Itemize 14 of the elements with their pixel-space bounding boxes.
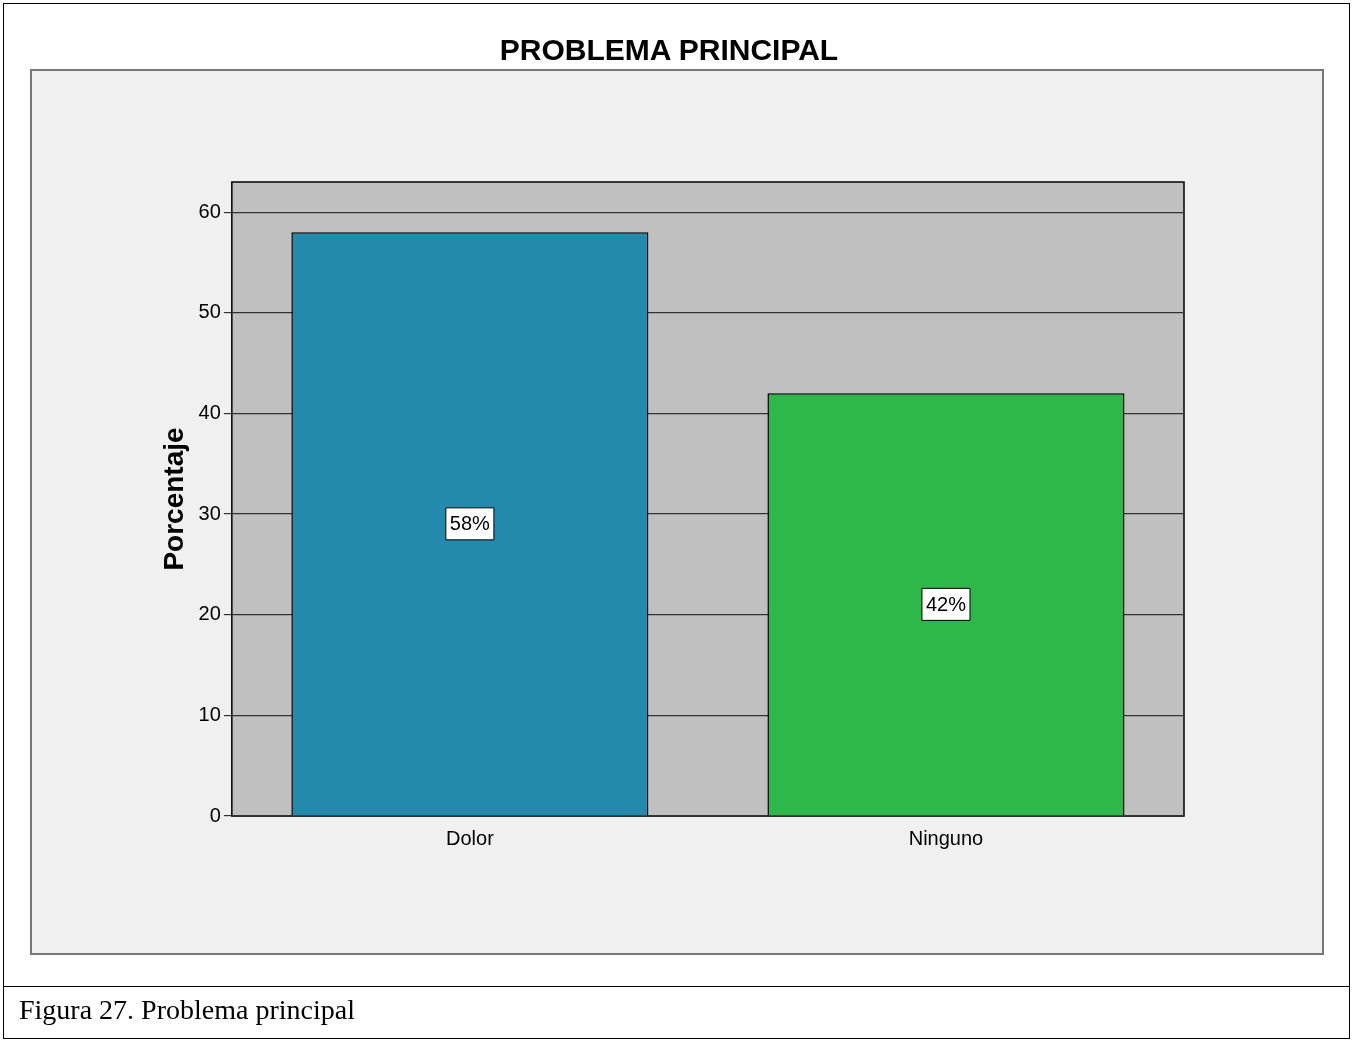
y-tick-label: 50 — [198, 300, 221, 323]
y-tick-label: 30 — [198, 501, 221, 524]
data-label: 42% — [925, 592, 967, 615]
y-tick-label: 60 — [198, 199, 221, 222]
x-tick-label: Ninguno — [908, 826, 984, 849]
text: Figura 27. Problema principal — [4, 986, 1349, 1038]
y-tick-label: 40 — [198, 400, 221, 423]
y-axis-title: Porcentaje — [157, 427, 189, 571]
y-tick-label: 0 — [209, 803, 221, 826]
y-tick-label: 20 — [198, 602, 221, 625]
data-label: 58% — [449, 512, 491, 535]
x-tick-label: Dolor — [445, 826, 495, 849]
chart-title: PROBLEMA PRINCIPAL — [499, 33, 839, 67]
y-tick-label: 10 — [198, 702, 221, 725]
